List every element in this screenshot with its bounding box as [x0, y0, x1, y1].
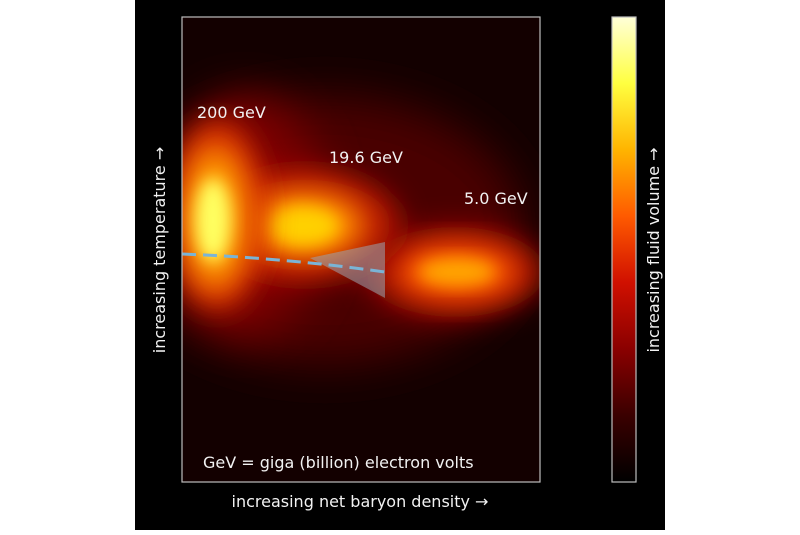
plot-frame: [181, 16, 541, 483]
heatmap-figure: 200 GeV 19.6 GeV 5.0 GeV GeV = giga (bil…: [150, 16, 663, 511]
y-axis-label: increasing temperature →: [150, 147, 169, 353]
colorbar-label: increasing fluid volume →: [644, 147, 663, 352]
dashed-crossover-line: [182, 252, 386, 274]
colorbar: [611, 16, 637, 483]
footnote: GeV = giga (billion) electron volts: [203, 453, 474, 472]
plot-area: [182, 17, 540, 482]
series-label-200gev: 200 GeV: [197, 103, 266, 122]
heat-blob-19gev-core: [267, 206, 339, 246]
series-label-5gev: 5.0 GeV: [464, 189, 528, 208]
series-label-19-6gev: 19.6 GeV: [329, 148, 403, 167]
figure-frame: 200 GeV 19.6 GeV 5.0 GeV GeV = giga (bil…: [135, 0, 665, 530]
x-axis-label: increasing net baryon density →: [232, 492, 489, 511]
heat-blob-5gev-core: [419, 258, 495, 286]
uncertainty-wedge: [310, 242, 385, 298]
heat-blob-200gev-core: [195, 178, 231, 262]
